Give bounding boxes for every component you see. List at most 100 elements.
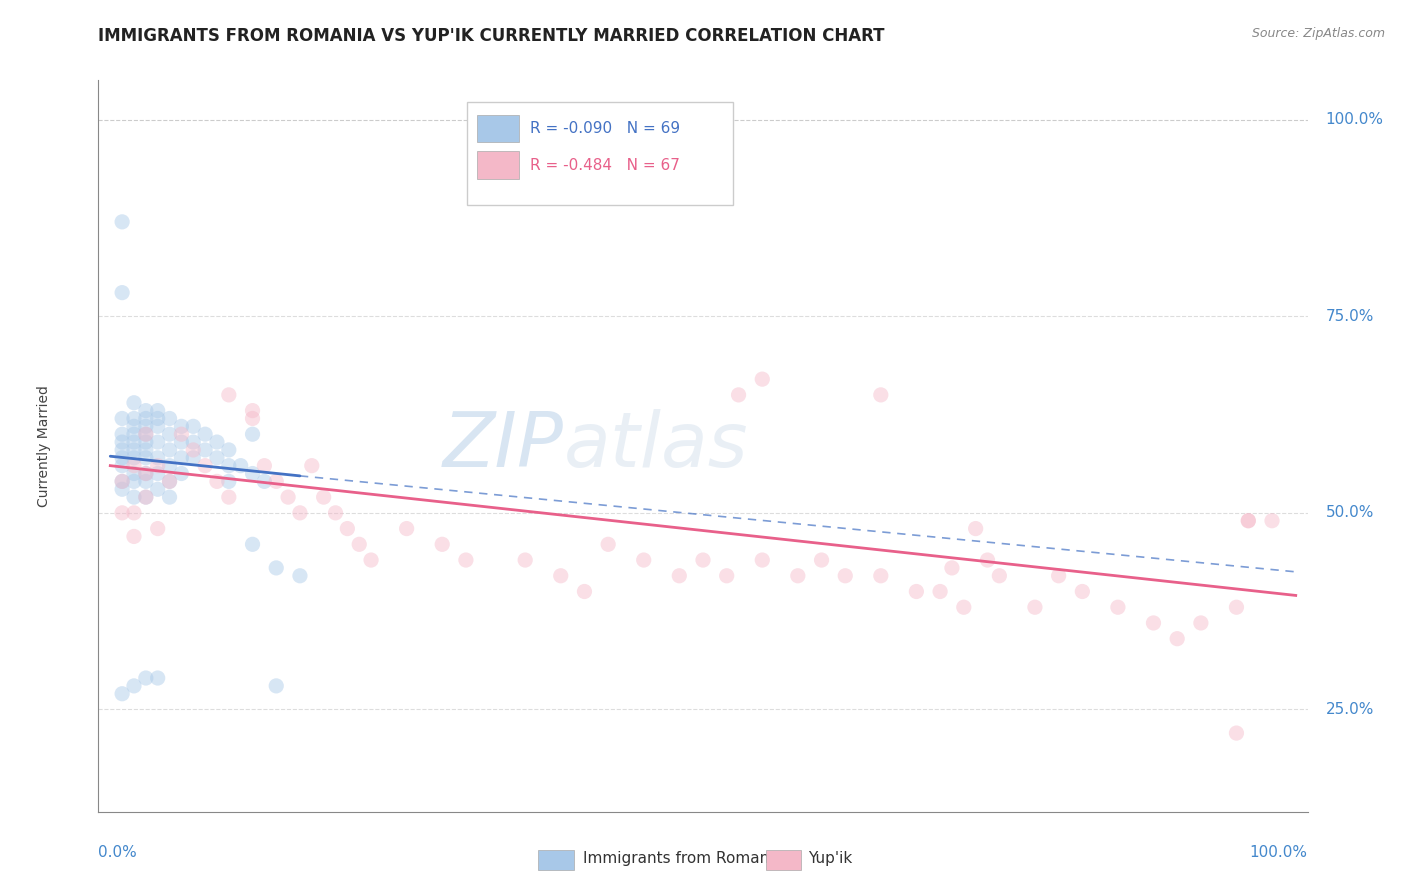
Point	[264, 561, 287, 575]
Point	[181, 435, 204, 450]
FancyBboxPatch shape	[477, 152, 519, 179]
Point	[122, 529, 145, 543]
Point	[122, 679, 145, 693]
Point	[111, 442, 134, 457]
Text: Yup'ik: Yup'ik	[808, 851, 852, 865]
Point	[751, 553, 773, 567]
Point	[515, 553, 537, 567]
FancyBboxPatch shape	[467, 103, 734, 204]
Text: 25.0%: 25.0%	[1326, 702, 1374, 717]
Point	[1261, 514, 1284, 528]
Point	[1237, 514, 1260, 528]
Point	[976, 553, 998, 567]
Text: R = -0.090   N = 69: R = -0.090 N = 69	[530, 121, 681, 136]
Point	[135, 475, 157, 489]
Point	[122, 506, 145, 520]
Point	[111, 506, 134, 520]
Point	[194, 442, 217, 457]
Point	[253, 458, 276, 473]
Text: 75.0%: 75.0%	[1326, 309, 1374, 324]
Point	[122, 490, 145, 504]
Point	[1225, 726, 1247, 740]
Point	[159, 475, 181, 489]
Point	[598, 537, 620, 551]
Text: atlas: atlas	[564, 409, 748, 483]
Point	[159, 458, 181, 473]
Point	[454, 553, 477, 567]
Point	[135, 427, 157, 442]
Point	[550, 568, 572, 582]
Point	[395, 522, 418, 536]
Text: ZIP: ZIP	[443, 409, 564, 483]
Point	[194, 458, 217, 473]
Text: Currently Married: Currently Married	[37, 385, 51, 507]
Point	[159, 411, 181, 425]
Point	[181, 442, 204, 457]
Point	[135, 411, 157, 425]
Point	[325, 506, 347, 520]
Point	[668, 568, 690, 582]
Point	[869, 388, 891, 402]
Point	[1047, 568, 1070, 582]
FancyBboxPatch shape	[477, 115, 519, 143]
Point	[146, 671, 169, 685]
Point	[834, 568, 856, 582]
Point	[905, 584, 928, 599]
Point	[810, 553, 832, 567]
Point	[1071, 584, 1094, 599]
Point	[111, 687, 134, 701]
Point	[170, 467, 193, 481]
Point	[218, 458, 240, 473]
Point	[135, 467, 157, 481]
Point	[122, 458, 145, 473]
Point	[111, 285, 134, 300]
Point	[135, 419, 157, 434]
Point	[146, 458, 169, 473]
Point	[111, 475, 134, 489]
Point	[218, 388, 240, 402]
Point	[786, 568, 808, 582]
Point	[1107, 600, 1129, 615]
Point	[574, 584, 596, 599]
Point	[135, 403, 157, 417]
Point	[146, 482, 169, 496]
Point	[242, 537, 264, 551]
Point	[111, 458, 134, 473]
Text: 100.0%: 100.0%	[1250, 845, 1308, 860]
Point	[122, 396, 145, 410]
Point	[312, 490, 335, 504]
Point	[952, 600, 974, 615]
Point	[965, 522, 987, 536]
Point	[205, 435, 228, 450]
Point	[135, 467, 157, 481]
Point	[727, 388, 749, 402]
Point	[1024, 600, 1046, 615]
Point	[146, 435, 169, 450]
Point	[111, 435, 134, 450]
Point	[264, 475, 287, 489]
Point	[146, 403, 169, 417]
Point	[205, 475, 228, 489]
Point	[301, 458, 323, 473]
Point	[122, 467, 145, 481]
Point	[336, 522, 359, 536]
Point	[111, 427, 134, 442]
Point	[288, 506, 311, 520]
Point	[1166, 632, 1188, 646]
Point	[122, 419, 145, 434]
Point	[135, 490, 157, 504]
Point	[170, 427, 193, 442]
Point	[159, 442, 181, 457]
Point	[146, 467, 169, 481]
Point	[159, 490, 181, 504]
Point	[135, 490, 157, 504]
Point	[111, 215, 134, 229]
Point	[242, 411, 264, 425]
Point	[135, 427, 157, 442]
Point	[135, 435, 157, 450]
Point	[347, 537, 370, 551]
Point	[229, 458, 252, 473]
Point	[122, 442, 145, 457]
Point	[170, 419, 193, 434]
Text: 50.0%: 50.0%	[1326, 506, 1374, 520]
